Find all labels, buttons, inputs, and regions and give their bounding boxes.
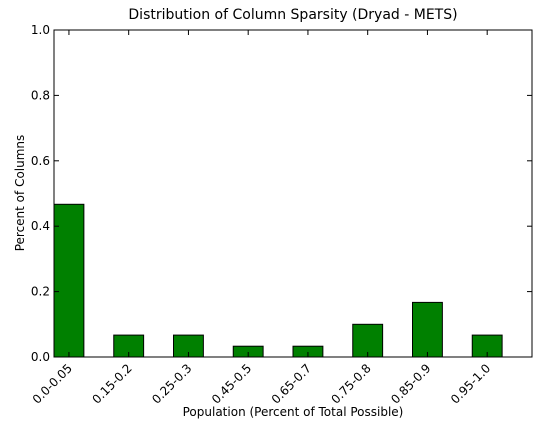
bar (53, 203, 85, 358)
bar (352, 323, 384, 358)
plot-frame (53, 29, 533, 358)
x-tick-label: 0.0-0.05 (30, 361, 75, 406)
x-tick-label: 0.75-0.8 (328, 361, 373, 406)
y-tick-label: 0.6 (31, 154, 50, 168)
y-tick-label: 0.8 (31, 88, 50, 102)
y-tick-label: 0.2 (31, 285, 50, 299)
x-tick-label: 0.95-1.0 (448, 361, 493, 406)
x-axis-label: Population (Percent of Total Possible) (183, 405, 404, 419)
y-tick-label: 0.0 (31, 350, 50, 364)
x-tick-label: 0.65-0.7 (269, 361, 314, 406)
chart-title: Distribution of Column Sparsity (Dryad -… (128, 7, 457, 23)
x-tick-label: 0.45-0.5 (209, 361, 254, 406)
y-tick-label: 1.0 (31, 23, 50, 37)
x-tick-label: 0.15-0.2 (89, 361, 134, 406)
x-tick-label: 0.85-0.9 (388, 361, 433, 406)
y-tick-label: 0.4 (31, 219, 50, 233)
x-tick-label: 0.25-0.3 (149, 361, 194, 406)
bar (412, 301, 443, 358)
y-axis-label: Percent of Columns (13, 135, 27, 252)
